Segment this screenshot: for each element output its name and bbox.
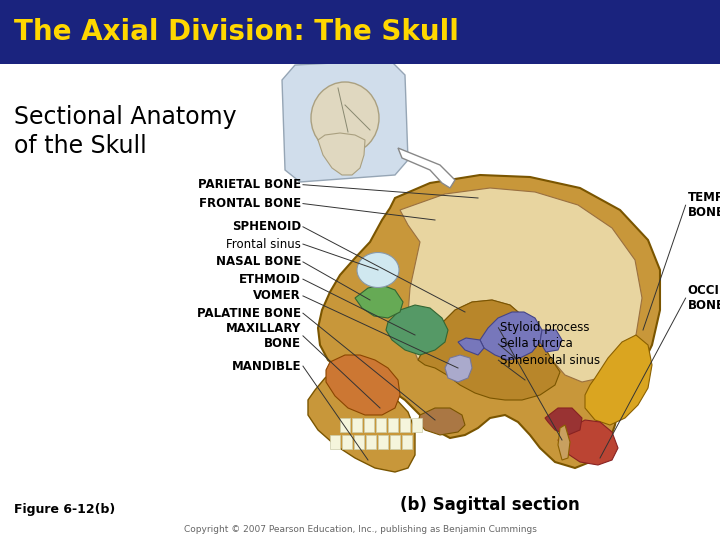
Polygon shape: [355, 285, 403, 318]
Polygon shape: [282, 60, 408, 182]
Bar: [378, 435, 388, 449]
Polygon shape: [418, 300, 560, 400]
Polygon shape: [326, 355, 400, 415]
Text: Figure 6-12(b): Figure 6-12(b): [14, 503, 115, 516]
Bar: [340, 418, 350, 432]
Text: VOMER: VOMER: [253, 289, 301, 302]
Polygon shape: [318, 133, 365, 175]
Bar: [412, 418, 422, 432]
Polygon shape: [418, 408, 465, 435]
Text: MANDIBLE: MANDIBLE: [231, 360, 301, 373]
Bar: [390, 435, 400, 449]
Text: (b) Sagittal section: (b) Sagittal section: [400, 496, 580, 514]
Bar: [342, 435, 352, 449]
Text: Styloid process: Styloid process: [500, 321, 590, 334]
Text: MAXILLARY
BONE: MAXILLARY BONE: [225, 322, 301, 350]
Text: FRONTAL BONE: FRONTAL BONE: [199, 197, 301, 210]
Polygon shape: [585, 335, 652, 425]
Bar: [364, 418, 374, 432]
Polygon shape: [318, 175, 660, 468]
Bar: [400, 418, 410, 432]
Bar: [366, 435, 376, 449]
Text: The Axial Division: The Skull: The Axial Division: The Skull: [14, 18, 459, 46]
Polygon shape: [398, 148, 455, 188]
Text: Frontal sinus: Frontal sinus: [226, 238, 301, 251]
Text: PALATINE BONE: PALATINE BONE: [197, 307, 301, 320]
Text: SPHENOID: SPHENOID: [232, 220, 301, 233]
Text: Sella turcica: Sella turcica: [500, 338, 573, 350]
Text: Copyright © 2007 Pearson Education, Inc., publishing as Benjamin Cummings: Copyright © 2007 Pearson Education, Inc.…: [184, 525, 536, 535]
Text: TEMPORAL
BONE: TEMPORAL BONE: [688, 191, 720, 219]
Polygon shape: [400, 188, 642, 382]
Bar: [376, 418, 386, 432]
Text: PARIETAL BONE: PARIETAL BONE: [198, 178, 301, 191]
Text: OCCIPITAL
BONE: OCCIPITAL BONE: [688, 284, 720, 312]
Ellipse shape: [311, 82, 379, 154]
Bar: [402, 435, 412, 449]
Polygon shape: [545, 408, 582, 435]
Bar: [0, 0, 720, 64]
Text: NASAL BONE: NASAL BONE: [215, 255, 301, 268]
Ellipse shape: [357, 253, 399, 287]
Text: Sectional Anatomy
of the Skull: Sectional Anatomy of the Skull: [14, 105, 237, 158]
Text: Sphenoidal sinus: Sphenoidal sinus: [500, 354, 600, 367]
Polygon shape: [386, 305, 448, 355]
Polygon shape: [558, 420, 618, 465]
Polygon shape: [480, 312, 542, 360]
Polygon shape: [558, 425, 570, 460]
Bar: [354, 435, 364, 449]
Bar: [330, 435, 340, 449]
Polygon shape: [458, 338, 484, 355]
Polygon shape: [540, 330, 562, 352]
Bar: [388, 418, 398, 432]
Bar: [352, 418, 362, 432]
Polygon shape: [445, 355, 472, 382]
Text: ETHMOID: ETHMOID: [239, 273, 301, 286]
Polygon shape: [308, 370, 415, 472]
